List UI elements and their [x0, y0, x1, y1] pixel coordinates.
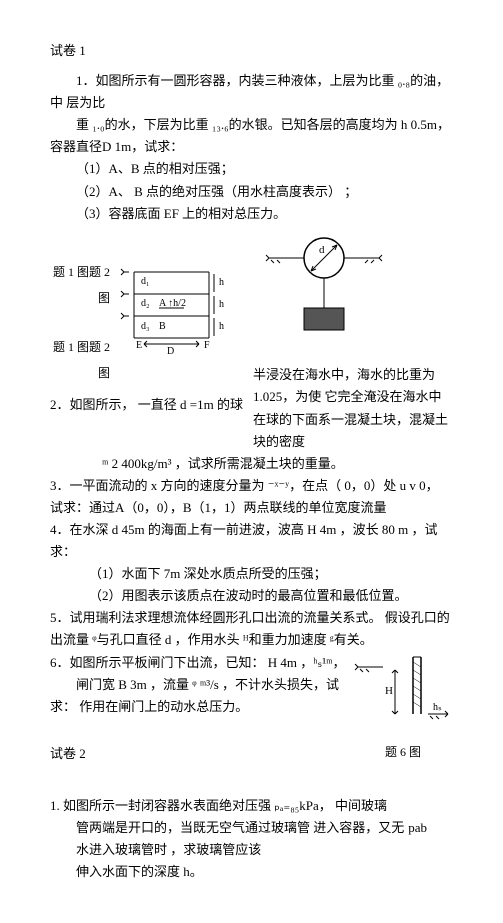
q3: 3．一平面流动的 x 方向的速度分量为 ⁻ˣ⁻ʸ，在点（ 0，0）处 u v 0…	[50, 475, 453, 519]
q2-rtext: 半浸没在海水中，海水的比重为 1.025，为使 它完全淹没在海水中在球的下面系一…	[253, 364, 453, 452]
q1-figlabel1: 题 1 图题 2 图	[50, 259, 110, 312]
q1-line2: 重 ₁.₀的水，下层为比重 ₁₃.₆的水银。已知各层的高度均为 h 0.5m， …	[50, 114, 453, 158]
e2-q1-line3: 水进入玻璃管时 ，求玻璃管应该	[50, 839, 453, 861]
q1-sub3: （3）容器底面 EF 上的相对总压力。	[50, 203, 453, 225]
q6-line2: 闸门宽 B 3m ，流量 ᵠ ᵐ³/s ，不计水头损失，试求： 作用在闸门上的动…	[50, 674, 350, 718]
svg-text:E: E	[136, 340, 142, 351]
q1-sub2: （2）A、 B 点的绝对压强（用水柱高度表示） ；	[50, 181, 453, 203]
fig-A: A ↑h/2	[159, 298, 186, 309]
q4-sub2: （2）用图表示该质点在波动时的最高位置和最低位置。	[50, 585, 453, 607]
svg-text:F: F	[204, 340, 210, 351]
fig-d2: d₂	[141, 298, 150, 309]
q4-line1: 4．在水深 d 45m 的海面上有一前进波，波高 H 4m ，波长 80 m ，…	[50, 519, 453, 563]
e2-q1-line2: 管两端是开口的，当既无空气通过玻璃管 进入容器，又无	[50, 817, 404, 839]
q2-text: 2．如图所示， 一直径 d =1m 的球	[50, 394, 243, 452]
svg-text:H: H	[385, 685, 393, 697]
svg-text:d: d	[319, 244, 325, 256]
svg-text:h: h	[219, 299, 224, 310]
fig-B: B	[159, 321, 166, 332]
e2-q1-pab: pab	[408, 817, 427, 839]
gate-diagram: H hₛ 题 6 图	[353, 652, 453, 762]
container-diagram: d₁ d₂ d₃ A ↑h/2 B h h h E F D	[119, 262, 229, 357]
e2-q1-line4: 伸入水面下的深度 h。	[50, 861, 453, 883]
e2-q1-line1: 1. 如图所示一封闭容器水表面绝对压强 ₚₐ₌₈₅kPa， 中间玻璃	[50, 795, 453, 817]
svg-text:h: h	[219, 321, 224, 332]
svg-text:h: h	[219, 277, 224, 288]
sphere-diagram: d	[259, 233, 389, 343]
q4-sub1: （1）水面下 7m 深处水质点所受的压强；	[50, 563, 453, 585]
q5: 5．试用瑞利法求理想流体经圆形孔口出流的流量关系式。 假设孔口的出流量 ᵠ与孔口…	[50, 607, 453, 651]
exam1-title: 试卷 1	[50, 40, 453, 62]
q6-figlabel: 题 6 图	[353, 742, 453, 762]
svg-text:D: D	[167, 346, 174, 357]
q1-sub1: （1）A、B 点的相对压强；	[50, 158, 453, 180]
figure-row-1: 题 1 图题 2 图 题 1 图题 2 图 d₁ d₂ d₃	[50, 233, 453, 387]
q1-line1: 1．如图所示有一圆形容器，内装三种液体，上层为比重 ₀.₈的油，中 层为比	[50, 70, 453, 114]
fig-d3: d₃	[141, 321, 150, 332]
q1-figlabel2: 题 1 图题 2 图	[50, 334, 110, 387]
fig-d1: d₁	[141, 276, 150, 287]
q2-line2: ᵐ 2 400kg/m³ ，试求所需混凝土块的重量。	[50, 453, 453, 475]
